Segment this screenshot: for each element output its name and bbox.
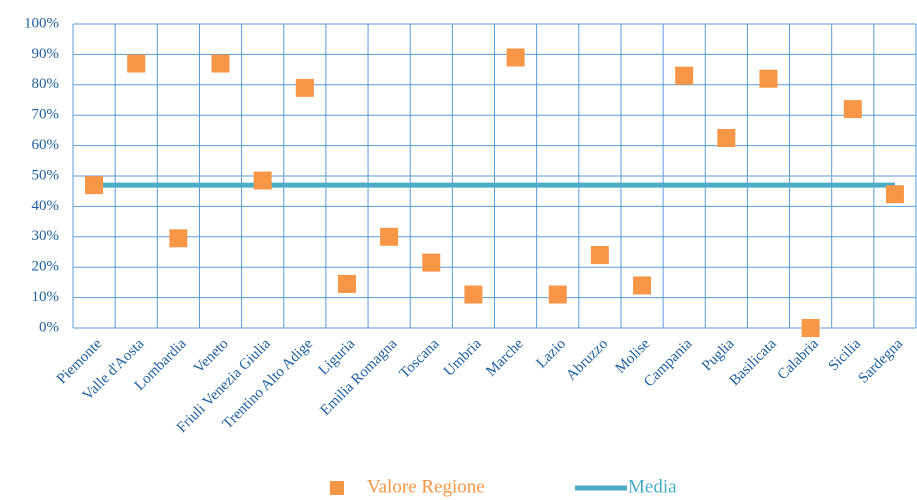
region-marker (590, 246, 609, 265)
region-marker (253, 171, 272, 190)
region-marker (759, 69, 778, 88)
legend-marker (330, 481, 344, 495)
region-marker (506, 48, 525, 67)
region-marker (843, 100, 862, 119)
y-tick-label: 0% (39, 319, 59, 335)
x-tick-label: Veneto (191, 336, 232, 377)
x-tick-label: Lazio (534, 336, 569, 371)
region-marker (464, 285, 483, 304)
y-tick-label: 30% (32, 228, 60, 244)
x-tick-label: Marche (483, 336, 527, 380)
x-tick-label: Sicilia (826, 336, 865, 375)
region-marker (169, 229, 188, 248)
y-tick-label: 80% (32, 76, 60, 92)
region-marker (337, 274, 356, 293)
y-tick-label: 40% (32, 198, 60, 214)
y-tick-label: 70% (32, 107, 60, 123)
x-tick-label: Molise (613, 336, 654, 377)
region-marker (675, 66, 694, 85)
x-tick-label: Emilia Romagna (317, 336, 400, 419)
region-marker (422, 253, 441, 272)
region-marker (548, 285, 567, 304)
x-tick-label: Sardegna (855, 336, 906, 387)
x-tick-label: Calabria (775, 336, 822, 383)
region-marker (885, 185, 904, 204)
x-tick-label: Umbria (441, 336, 485, 380)
region-marker (295, 78, 314, 97)
y-tick-label: 100% (24, 15, 59, 31)
legend-label: Media (628, 476, 677, 497)
x-tick-label: Abruzzo (563, 336, 611, 384)
region-marker (801, 319, 820, 337)
x-tick-label: Puglia (699, 336, 738, 375)
y-tick-label: 60% (32, 137, 60, 153)
region-marker (717, 129, 736, 147)
region-marker (127, 54, 146, 73)
y-tick-label: 50% (32, 167, 60, 183)
y-tick-label: 90% (32, 46, 60, 62)
y-tick-label: 20% (32, 259, 60, 275)
y-tick-label: 10% (32, 289, 60, 305)
x-tick-label: Toscana (397, 336, 443, 382)
region-marker (380, 227, 399, 246)
region-marker (85, 176, 104, 195)
x-tick-label: Basilicata (727, 336, 780, 389)
region-marker (633, 276, 652, 295)
region-marker (211, 54, 230, 73)
legend-label: Valore Regione (367, 476, 485, 497)
